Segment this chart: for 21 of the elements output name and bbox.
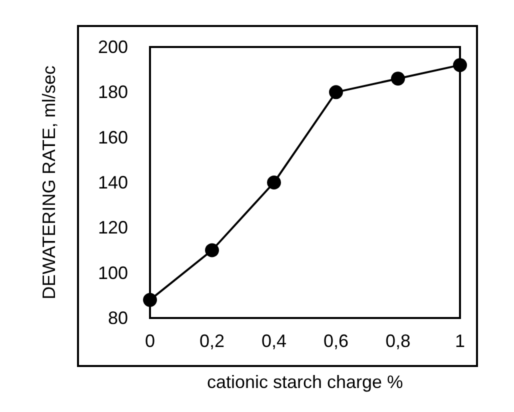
x-tick-label: 0,2: [199, 331, 225, 351]
y-tick-label: 120: [98, 218, 128, 238]
point: [329, 85, 343, 100]
y-tick-label: 200: [98, 37, 128, 57]
x-tick-label: 0,8: [385, 331, 411, 351]
x-tick-label: 0: [144, 331, 156, 351]
point: [205, 243, 219, 258]
y-tick-label: 140: [98, 172, 128, 192]
y-tick-label: 100: [98, 262, 128, 283]
y-axis-title: DEWATERING RATE, ml/sec: [39, 66, 59, 300]
y-tick-label: 160: [98, 127, 128, 148]
x-axis-title: cationic starch charge %: [206, 372, 404, 392]
y-tick-label: 180: [98, 82, 128, 102]
point: [391, 72, 405, 86]
x-tick-label: 0,4: [261, 331, 287, 351]
point: [453, 58, 467, 72]
y-tick-label: 80: [108, 308, 128, 328]
x-tick-label: 0,6: [323, 331, 349, 351]
point: [267, 176, 281, 190]
point: [143, 292, 157, 307]
x-tick-label: 1: [454, 331, 466, 351]
